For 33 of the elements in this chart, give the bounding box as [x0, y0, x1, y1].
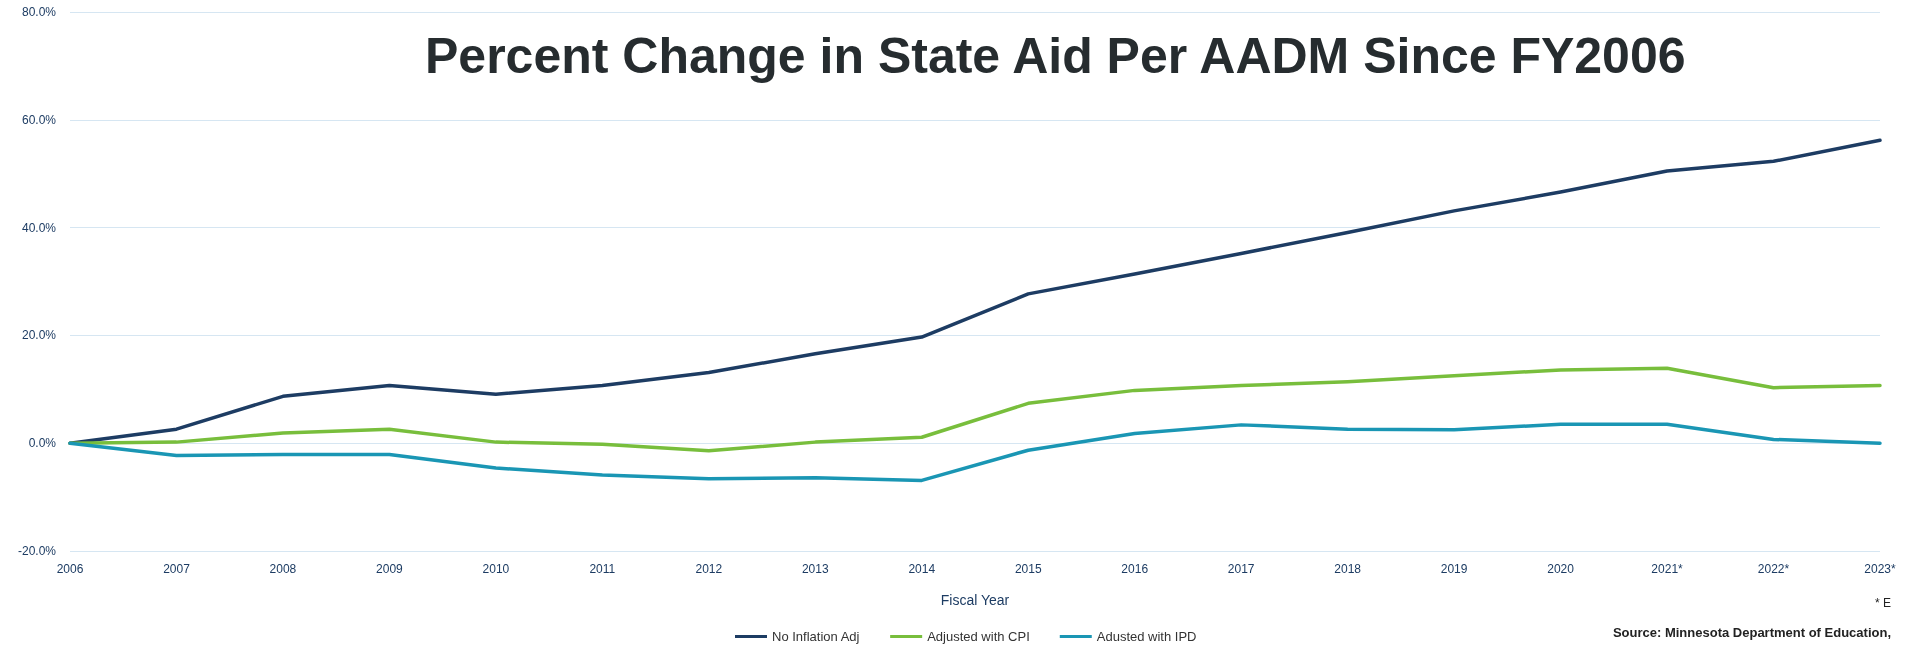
x-tick-label: 2016	[1121, 562, 1149, 576]
x-tick-label: 2006	[56, 562, 84, 576]
x-tick-label: 2011	[589, 562, 616, 576]
legend-label: Adjusted with CPI	[927, 629, 1030, 644]
x-tick-label: 2022*	[1757, 562, 1790, 576]
x-tick-label: 2010	[482, 562, 510, 576]
legend-label: Adusted with IPD	[1096, 629, 1197, 644]
x-axis-title: Fiscal Year	[940, 592, 1010, 608]
y-tick-label: 0.0%	[28, 436, 57, 451]
x-tick-label: 2014	[908, 562, 936, 576]
x-tick-label: 2015	[1014, 562, 1042, 576]
y-tick-label: 40.0%	[21, 220, 57, 235]
x-tick-label: 2012	[695, 562, 723, 576]
chart-title: Percent Change in State Aid Per AADM Since FY2006	[425, 28, 1686, 84]
line-series	[68, 422, 1882, 483]
x-tick-label: 2017	[1227, 562, 1255, 576]
x-tick-label: 2019	[1440, 562, 1468, 576]
y-tick-label: 60.0%	[21, 112, 57, 127]
x-tick-label: 2020	[1547, 562, 1575, 576]
y-tick-label: 20.0%	[21, 328, 57, 343]
x-tick-label: 2007	[163, 562, 191, 576]
y-tick-label: 80.0%	[21, 5, 57, 19]
y-tick-label: -20.0%	[17, 544, 57, 558]
text: * E	[1874, 596, 1892, 610]
x-tick-label: 2021*	[1651, 562, 1684, 576]
x-tick-label: 2013	[801, 562, 829, 576]
x-tick-label: 2009	[376, 562, 404, 576]
x-tick-label: 2023*	[1864, 562, 1897, 576]
x-tick-label: 2008	[269, 562, 297, 576]
line-series	[68, 366, 1882, 453]
legend-label: No Inflation Adj	[772, 629, 860, 644]
source-note: Source: Minnesota Department of Education,	[1612, 625, 1892, 640]
x-tick-label: 2018	[1334, 562, 1362, 576]
